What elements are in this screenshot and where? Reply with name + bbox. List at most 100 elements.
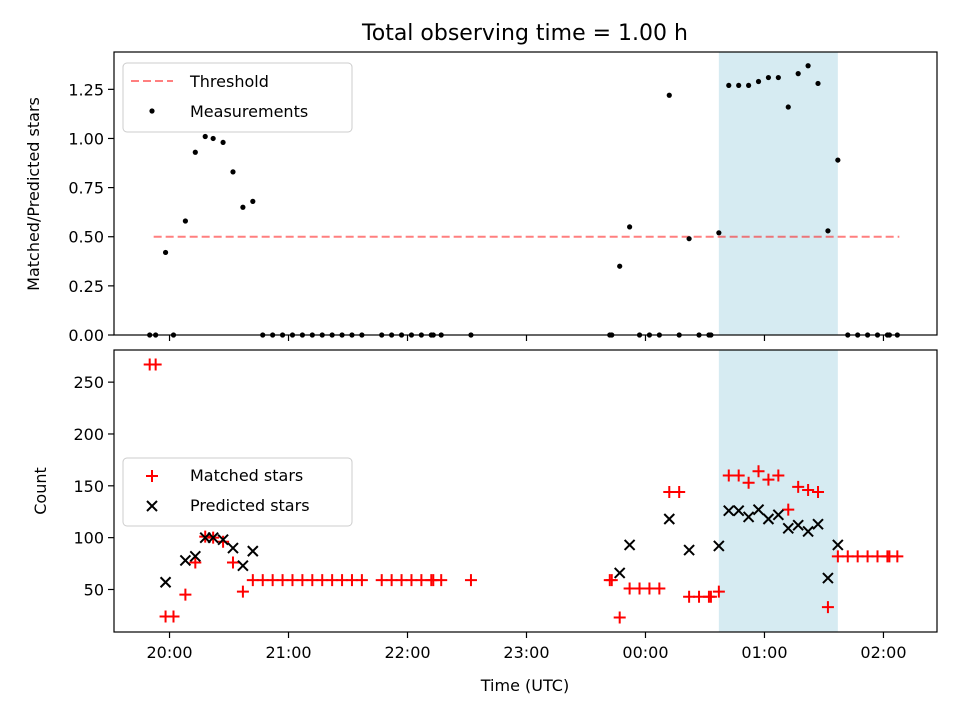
predicted-star-point	[732, 504, 745, 517]
y-tick-label: 0.75	[68, 179, 104, 198]
matched-star-point	[605, 574, 618, 587]
matched-star-point	[236, 585, 249, 598]
matched-star-point	[704, 590, 717, 603]
x-tick-label: 02:00	[860, 643, 906, 662]
bottom-panel: 50 100 150 200 250 20:00 21:00 22:00 23:00 00:00…	[31, 349, 938, 695]
matched-star-point	[226, 556, 239, 569]
legend-predicted-swatch	[146, 500, 158, 512]
y-tick-label: 50	[84, 580, 104, 599]
predicted-star-point	[613, 567, 626, 579]
bottom-y-ticks: 50 100 150 200 250	[73, 373, 114, 599]
y-tick-label: 250	[73, 373, 104, 392]
measurement-point	[182, 218, 188, 224]
bottom-axes-frame	[113, 349, 938, 633]
predicted-star-point	[237, 559, 249, 572]
predicted-star-point	[207, 531, 219, 544]
predicted-star-point	[752, 503, 765, 516]
measurement-point	[795, 71, 801, 77]
predicted-star-point	[159, 576, 172, 588]
y-tick-label: 100	[73, 529, 104, 548]
matched-star-point	[653, 582, 666, 595]
predicted-star-point	[247, 545, 259, 557]
y-tick-label: 0.50	[68, 228, 104, 247]
predicted-star-point	[663, 513, 675, 525]
measurement-point	[805, 63, 811, 69]
matched-star-point	[792, 480, 805, 493]
predicted-star-point	[782, 522, 794, 535]
matched-star-point	[752, 465, 765, 478]
top-y-axis-label: Matched/Predicted stars	[24, 97, 43, 291]
legend-measurements-swatch	[149, 108, 155, 114]
matched-star-point	[435, 574, 448, 587]
matched-star-point	[891, 550, 904, 563]
measurement-point	[726, 82, 732, 89]
matched-star-point	[812, 486, 825, 499]
matched-star-point	[742, 476, 755, 489]
top-y-ticks: 0.00 0.25 0.50 0.75 1.00 1.25	[68, 80, 114, 345]
predicted-star-point	[217, 534, 229, 546]
predicted-star-point	[792, 519, 804, 531]
predicted-star-point	[713, 540, 725, 552]
bottom-x-ticks: 20:00 21:00 22:00 23:00 00:00 01:00 02:00	[146, 632, 907, 662]
matched-star-point	[673, 486, 686, 499]
predicted-star-point	[832, 539, 844, 551]
predicted-star-point	[683, 544, 695, 556]
top-legend-box	[122, 62, 353, 133]
legend-threshold-label: Threshold	[189, 72, 269, 91]
measurement-point	[617, 263, 623, 269]
predicted-star-point	[772, 509, 785, 521]
measurement-point	[815, 80, 821, 87]
predicted-star-point	[812, 518, 824, 530]
legend-matched-swatch	[146, 470, 158, 482]
y-tick-label: 0.00	[68, 326, 104, 345]
y-tick-label: 1.00	[68, 129, 104, 148]
matched-star-point	[167, 610, 180, 623]
matched-star-point	[712, 585, 725, 598]
measurement-point	[825, 228, 831, 234]
predicted-star-point	[723, 504, 735, 517]
measurement-point	[775, 74, 781, 81]
chart-title: Total observing time = 1.00 h	[361, 21, 688, 46]
legend-matched-label: Matched stars	[190, 466, 303, 485]
top-panel: 0.00 0.25 0.50 0.75 1.00 1.25 Matched/Predict…	[24, 51, 938, 345]
y-tick-label: 200	[73, 425, 104, 444]
measurement-point	[250, 198, 256, 204]
predicted-star-point	[189, 550, 202, 563]
measurement-point	[666, 92, 672, 98]
predicted-star-point	[762, 513, 775, 525]
top-legend: Threshold Measurements	[122, 62, 353, 133]
matched-star-point	[762, 473, 775, 486]
measurement-point	[240, 204, 246, 210]
bottom-data-points	[143, 358, 904, 624]
x-tick-label: 21:00	[265, 643, 311, 662]
bottom-legend: Matched stars Predicted stars	[122, 457, 353, 527]
top-x-ticks	[168, 335, 885, 341]
measurement-point	[210, 135, 216, 142]
y-tick-label: 0.25	[68, 277, 104, 296]
matched-star-point	[179, 588, 192, 601]
matched-star-point	[821, 601, 834, 614]
y-tick-label: 1.25	[68, 80, 104, 99]
measurement-point	[220, 139, 226, 146]
measurement-point	[835, 157, 841, 163]
y-tick-label: 150	[73, 477, 104, 496]
x-tick-label: 00:00	[622, 643, 668, 662]
matched-star-point	[464, 574, 477, 587]
matched-star-point	[189, 556, 202, 569]
matched-star-point	[732, 469, 745, 482]
measurement-point	[785, 104, 791, 110]
matched-star-point	[782, 503, 795, 516]
x-tick-label: 01:00	[741, 643, 787, 662]
measurement-point	[627, 224, 633, 230]
measurement-point	[230, 169, 236, 175]
x-tick-label: 22:00	[384, 643, 430, 662]
x-tick-label: 20:00	[146, 643, 192, 662]
x-axis-label: Time (UTC)	[480, 676, 569, 695]
measurement-point	[202, 133, 208, 140]
x-tick-label: 23:00	[503, 643, 549, 662]
measurement-point	[736, 82, 742, 89]
predicted-star-point	[742, 511, 755, 523]
predicted-star-point	[822, 572, 834, 584]
measurement-point	[746, 82, 752, 89]
